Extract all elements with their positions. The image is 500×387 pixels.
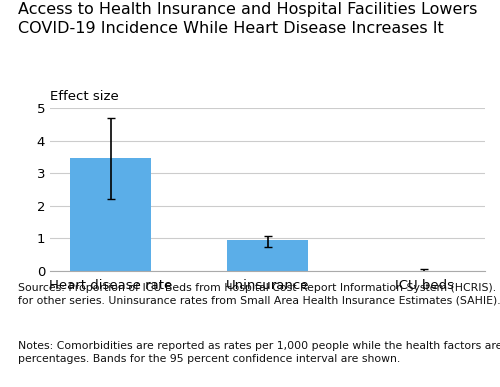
Bar (226, 240, 308, 271)
Text: Sources: Proportion of ICU Beds from Hospital Cost Report Information System (HC: Sources: Proportion of ICU Beds from Hos… (18, 283, 500, 306)
Bar (70, 158, 152, 271)
Text: Effect size: Effect size (50, 89, 119, 103)
Text: Access to Health Insurance and Hospital Facilities Lowers
COVID-19 Incidence Whi: Access to Health Insurance and Hospital … (18, 2, 477, 36)
Text: Notes: Comorbidities are reported as rates per 1,000 people while the health fac: Notes: Comorbidities are reported as rat… (18, 341, 500, 364)
